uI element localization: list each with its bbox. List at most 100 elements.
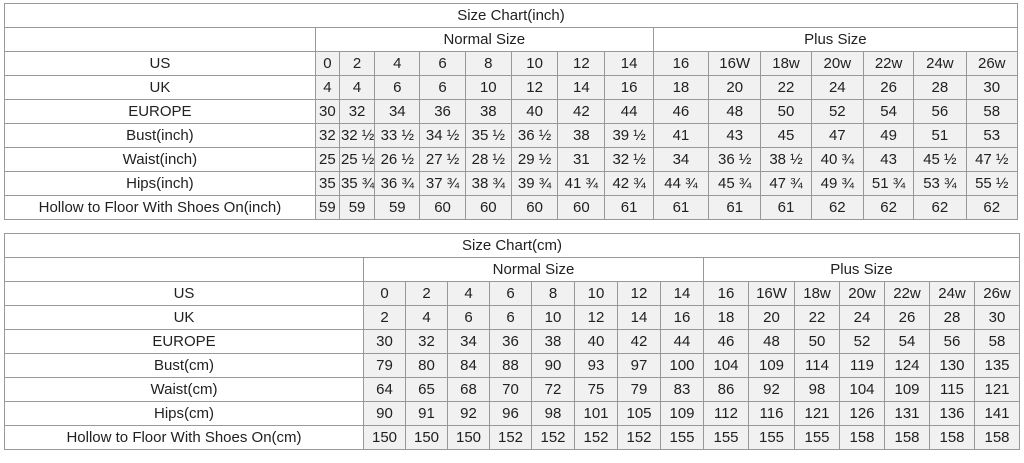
size-value-cell: 155 <box>794 425 840 450</box>
size-value-cell: 30 <box>363 329 406 354</box>
size-value-cell: 119 <box>839 353 885 378</box>
size-value-cell: 26w <box>965 51 1019 76</box>
size-value-cell: 39 ¾ <box>510 171 559 196</box>
size-value-cell: 116 <box>748 401 795 426</box>
size-value-cell: 80 <box>405 353 448 378</box>
size-value-cell: 10 <box>510 51 559 76</box>
size-value-cell: 152 <box>617 425 661 450</box>
size-value-cell: 38 <box>557 123 606 148</box>
size-value-cell: 28 <box>929 305 975 330</box>
size-value-cell: 18w <box>794 281 840 306</box>
table-row: Hips(cm) 90 91 92 96 98 101 105 109 112 116 121 126 1… <box>4 401 1021 426</box>
table-row: EUROPE 30 32 34 36 38 40 42 44 46 48 50 52 54 56 58 <box>4 99 1019 124</box>
size-value-cell: 38 ½ <box>760 147 812 172</box>
table-row: Hips(inch) 35 35 ¾ 36 ¾ 37 ¾ 38 ¾ 39 ¾ 41 ¾ 42 ¾… <box>4 171 1019 196</box>
size-value-cell: 44 <box>604 99 654 124</box>
table-row: EUROPE 30 32 34 36 38 40 42 44 46 48 50 52 54 56 58 <box>4 329 1021 354</box>
size-value-cell: 18 <box>703 305 749 330</box>
size-value-cell: 6 <box>489 281 532 306</box>
size-value-cell: 30 <box>314 99 340 124</box>
size-value-cell: 135 <box>973 353 1021 378</box>
size-value-cell: 98 <box>794 377 840 402</box>
size-value-cell: 20w <box>839 281 885 306</box>
column-group-row: Normal Size Plus Size <box>4 257 1021 282</box>
size-value-cell: 158 <box>929 425 975 450</box>
size-value-cell: 27 ½ <box>419 147 466 172</box>
size-value-cell: 105 <box>617 401 661 426</box>
size-value-cell: 24w <box>913 51 967 76</box>
cm-table-body: US 0 2 4 6 8 10 12 14 16 16W 18w 20w 22w 24w 26w UK 2 4 6 6 1… <box>4 281 1021 450</box>
size-value-cell: 49 <box>862 123 915 148</box>
size-value-cell: 36 ½ <box>510 123 559 148</box>
size-value-cell: 115 <box>929 377 975 402</box>
size-value-cell: 53 <box>965 123 1019 148</box>
size-value-cell: 10 <box>464 75 512 100</box>
size-value-cell: 38 <box>464 99 512 124</box>
size-value-cell: 98 <box>531 401 575 426</box>
size-value-cell: 121 <box>794 401 840 426</box>
row-label: Hips(inch) <box>4 171 316 196</box>
row-label: Hollow to Floor With Shoes On(cm) <box>4 425 364 450</box>
size-value-cell: 150 <box>447 425 490 450</box>
size-value-cell: 36 <box>489 329 532 354</box>
size-value-cell: 61 <box>604 195 654 220</box>
size-chart-inch-table: Size Chart(inch) Normal Size Plus Size U… <box>4 3 1019 220</box>
size-value-cell: 33 ½ <box>374 123 421 148</box>
size-value-cell: 25 ½ <box>338 147 376 172</box>
plus-size-group-header: Plus Size <box>702 257 1021 282</box>
size-value-cell: 47 ½ <box>965 147 1019 172</box>
size-value-cell: 26 <box>862 75 915 100</box>
size-value-cell: 88 <box>489 353 532 378</box>
size-value-cell: 58 <box>965 99 1019 124</box>
row-label: Hips(cm) <box>4 401 364 426</box>
size-value-cell: 158 <box>884 425 930 450</box>
size-value-cell: 14 <box>617 305 661 330</box>
row-label: US <box>4 51 316 76</box>
size-value-cell: 34 <box>374 99 421 124</box>
size-value-cell: 25 <box>314 147 340 172</box>
size-value-cell: 0 <box>363 281 406 306</box>
size-value-cell: 104 <box>839 377 885 402</box>
size-value-cell: 60 <box>464 195 512 220</box>
size-value-cell: 4 <box>374 51 421 76</box>
size-value-cell: 96 <box>489 401 532 426</box>
size-value-cell: 126 <box>839 401 885 426</box>
size-value-cell: 90 <box>363 401 406 426</box>
size-value-cell: 20w <box>810 51 864 76</box>
row-label: Bust(cm) <box>4 353 364 378</box>
size-value-cell: 65 <box>405 377 448 402</box>
size-value-cell: 60 <box>510 195 559 220</box>
size-value-cell: 86 <box>703 377 749 402</box>
size-value-cell: 46 <box>652 99 710 124</box>
size-value-cell: 48 <box>748 329 795 354</box>
size-value-cell: 92 <box>748 377 795 402</box>
size-value-cell: 14 <box>660 281 704 306</box>
size-value-cell: 31 <box>557 147 606 172</box>
size-value-cell: 83 <box>660 377 704 402</box>
size-value-cell: 155 <box>660 425 704 450</box>
size-value-cell: 100 <box>660 353 704 378</box>
table-title-row: Size Chart(cm) <box>3 233 1021 258</box>
size-value-cell: 32 <box>338 99 376 124</box>
size-value-cell: 158 <box>839 425 885 450</box>
size-value-cell: 61 <box>760 195 812 220</box>
size-value-cell: 20 <box>748 305 795 330</box>
size-value-cell: 42 ¾ <box>604 171 654 196</box>
size-value-cell: 109 <box>660 401 704 426</box>
size-value-cell: 68 <box>447 377 490 402</box>
table-row: US 0 2 4 6 8 10 12 14 16 16W 18w 20w 22w 24w 26w <box>4 281 1021 306</box>
size-value-cell: 62 <box>810 195 864 220</box>
size-value-cell: 20 <box>708 75 762 100</box>
size-value-cell: 47 <box>810 123 864 148</box>
size-value-cell: 72 <box>531 377 575 402</box>
size-value-cell: 26 <box>884 305 930 330</box>
size-value-cell: 6 <box>419 75 466 100</box>
size-value-cell: 109 <box>748 353 795 378</box>
size-value-cell: 64 <box>363 377 406 402</box>
size-value-cell: 112 <box>703 401 749 426</box>
row-label: Waist(inch) <box>4 147 316 172</box>
size-value-cell: 8 <box>531 281 575 306</box>
size-value-cell: 152 <box>574 425 618 450</box>
